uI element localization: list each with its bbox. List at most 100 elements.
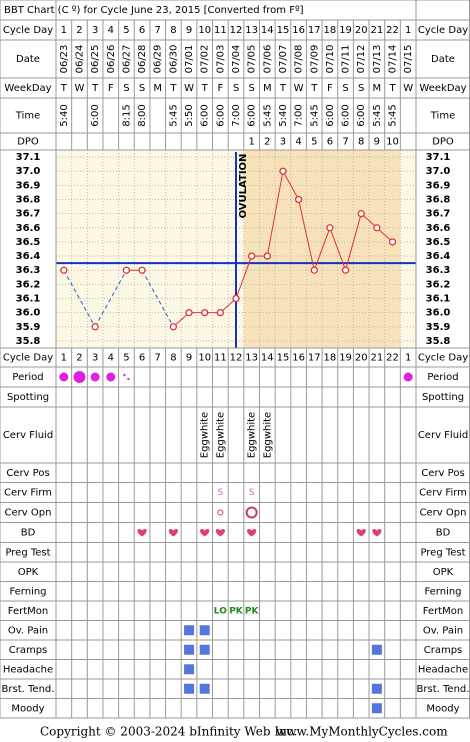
bd-heart (372, 529, 382, 537)
time-cell: 6:00 (200, 104, 211, 126)
y-tick-label: 36.1 (16, 294, 41, 305)
time-cell: 8:00 (137, 104, 148, 126)
site: www.MyMonthlyCycles.com (276, 725, 448, 739)
spotting-dot (123, 373, 126, 377)
date-cell: 06/23 (59, 45, 70, 74)
temp-point (373, 224, 381, 232)
temp-point (91, 323, 99, 331)
bd-heart (137, 529, 147, 537)
row-label: OPK (18, 567, 39, 578)
row-label-right: Cerv Fluid (418, 430, 468, 441)
cycle-day-cell: 16 (292, 25, 305, 36)
cycle-day-cell: 4 (108, 353, 114, 364)
fertmon: LO (214, 606, 227, 616)
cycle-day-cell: 12 (230, 25, 243, 36)
cycle-day-cell: 7 (155, 353, 161, 364)
row-label: WeekDay (4, 83, 51, 94)
time-cell: 6:00 (247, 104, 258, 126)
cycle-day-cell: 6 (139, 353, 145, 364)
symptom-box (199, 683, 210, 694)
gap-segment (141, 269, 174, 328)
symptom-box (371, 683, 382, 694)
cycle-day-cell: 1 (405, 25, 411, 36)
y-tick-label: 36.4 (16, 251, 41, 262)
date-cell: 06/27 (121, 45, 132, 74)
symptom-box (184, 683, 195, 694)
cycle-day-cell: 10 (198, 25, 211, 36)
cycle-day-cell: 7 (155, 25, 161, 36)
weekday-cell: S (233, 83, 239, 94)
symptom-box (184, 625, 195, 636)
y-tick-label-right: 37.1 (426, 152, 451, 163)
date-cell: 07/03 (215, 45, 226, 74)
cerv-opn (217, 509, 224, 516)
symptom-box (184, 664, 195, 675)
weekday-cell: T (91, 83, 99, 94)
date-cell: 07/09 (309, 45, 320, 74)
cycle-day-cell: 11 (214, 353, 227, 364)
cycle-day-cell: 21 (371, 25, 384, 36)
y-tick-label: 35.9 (16, 322, 41, 333)
row-label-right: Cerv Firm (419, 488, 467, 499)
fertmon: PK (245, 606, 260, 616)
period-dot (106, 372, 116, 382)
bd-heart (200, 529, 210, 537)
cycle-day-cell: 22 (386, 353, 399, 364)
row-label: Cramps (9, 645, 48, 656)
symptom-box (371, 703, 382, 714)
time-cell: 6:00 (215, 104, 226, 126)
symptom-box (199, 644, 210, 655)
weekday-cell: S (358, 83, 364, 94)
cerv-firm: S (249, 488, 255, 498)
cycle-day-cell: 21 (371, 353, 384, 364)
row-label-right: Spotting (422, 392, 464, 403)
date-cell: 06/30 (168, 45, 179, 74)
time-cell: 5:40 (278, 104, 289, 126)
date-cell: 06/28 (137, 45, 148, 74)
bd-heart (215, 529, 225, 537)
row-label: Headache (3, 664, 53, 675)
weekday-cell: T (279, 83, 287, 94)
y-tick-label-right: 36.3 (426, 265, 451, 276)
cycle-day-cell: 18 (324, 353, 337, 364)
temp-segment (235, 255, 253, 299)
ovulation-label: OVULATION (238, 154, 249, 219)
temp-segment (298, 199, 315, 271)
weekday-cell: S (342, 83, 348, 94)
cycle-day-cell: 15 (277, 353, 290, 364)
weekday-cell: T (201, 83, 209, 94)
y-tick-label-right: 36.1 (426, 294, 451, 305)
dpo-cell: 3 (280, 137, 286, 148)
y-tick-label: 36.5 (16, 237, 41, 248)
y-tick-label-right: 36.0 (426, 308, 451, 319)
cycle-day-cell: 9 (186, 353, 192, 364)
temp-segment (329, 227, 347, 271)
weekday-cell: F (217, 83, 223, 94)
period-dot (73, 371, 86, 383)
date-cell: 07/07 (278, 45, 289, 74)
time-cell: 5:45 (388, 104, 399, 126)
date-cell: 07/05 (247, 45, 258, 74)
row-label-right: Cerv Opn (420, 508, 467, 519)
fertmon: PK (229, 606, 244, 616)
time-cell: 6:00 (90, 104, 101, 126)
cycle-day-cell: 2 (76, 353, 82, 364)
date-cell: 07/14 (388, 45, 399, 74)
row-label: Cerv Pos (6, 468, 49, 479)
temp-point (263, 252, 271, 260)
cycle-day-cell: 3 (92, 25, 98, 36)
dpo-cell: 10 (386, 137, 399, 148)
symptom-box (199, 625, 210, 636)
temp-point (122, 266, 131, 274)
dpo-cell: 5 (311, 137, 317, 148)
weekday-cell: F (108, 83, 114, 94)
time-cell: 7:00 (294, 104, 305, 126)
temp-segment (313, 227, 331, 271)
row-label: Ferning (9, 586, 46, 597)
temp-point (169, 323, 178, 331)
cycle-day-cell: 19 (339, 353, 352, 364)
row-label: DPO (17, 137, 39, 148)
cycle-day-cell: 12 (230, 353, 243, 364)
time-cell: 6:00 (325, 104, 336, 126)
dpo-cell: 4 (295, 137, 301, 148)
